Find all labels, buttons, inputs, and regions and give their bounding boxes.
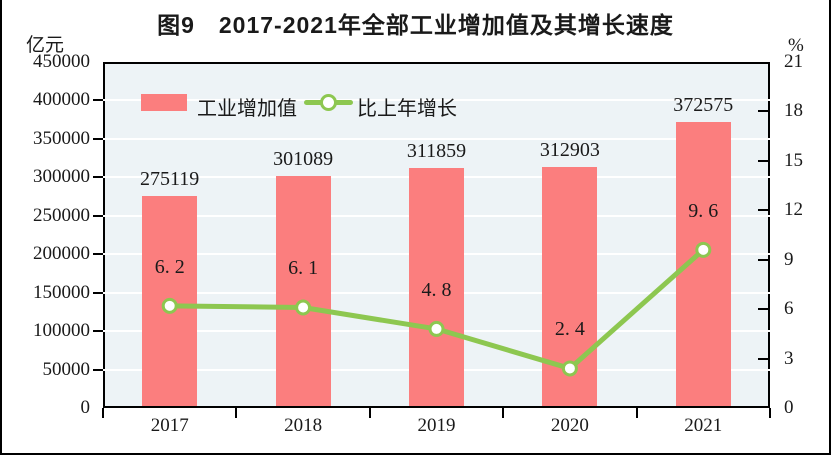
y-left-tick [93,137,103,140]
y-left-tick-label: 300000 [33,166,90,188]
y-left-tick-label: 250000 [33,204,90,226]
x-category-label: 2019 [417,415,456,436]
y-right-tick [758,357,768,360]
page-border-left [0,0,2,455]
x-axis-tick [769,408,771,418]
bar-value-label: 301089 [273,148,334,171]
y-right-tick [758,110,768,113]
growth-value-label: 4. 8 [421,278,452,301]
page-border-right [829,0,831,455]
y-right-tick [758,308,768,311]
y-left-tick-label: 0 [80,397,91,418]
y-left-tick-label: 50000 [42,358,91,380]
x-axis-tick [635,408,638,418]
growth-value-label: 9. 6 [688,199,719,222]
x-axis-tick [368,408,371,418]
growth-value-label: 6. 1 [288,257,319,280]
y-right-tick-label: 12 [784,199,803,221]
y-right-tick-label: 9 [784,248,794,270]
bar-2018 [275,176,331,406]
y-right-tick-label: 6 [784,298,794,320]
y-left-tick-label: 200000 [33,243,90,265]
x-axis-tick [502,408,505,418]
growth-value-label: 6. 2 [154,255,185,278]
y-left-tick [93,214,103,217]
left-axis-unit: 亿元 [26,35,65,56]
bar-value-label: 275119 [140,168,200,191]
bar-2017 [142,196,198,406]
y-right-tick-label: 0 [784,397,794,418]
x-category-label: 2020 [550,415,589,436]
x-axis-tick [235,408,238,418]
y-left-tick [93,291,103,294]
chart-title: 图9 2017-2021年全部工业增加值及其增长速度 [157,12,674,38]
bar-2021 [675,121,731,406]
y-right-tick [758,209,768,212]
x-category-label: 2017 [150,415,189,436]
page-border-bottom [0,453,831,455]
y-left-tick-label: 150000 [33,281,90,303]
gridline [103,137,770,140]
y-left-tick [93,368,103,371]
y-right-tick [758,258,768,261]
y-right-tick-label: 3 [784,347,794,369]
bar-legend-label: 工业增加值 [197,98,297,120]
x-axis-tick [102,408,104,418]
growth-value-label: 2. 4 [554,318,585,341]
bar-2020 [542,167,598,406]
y-left-tick-label: 350000 [33,127,90,149]
y-left-tick [93,176,103,179]
bar-legend-swatch [141,94,187,111]
y-left-tick-label: 100000 [33,320,90,342]
right-axis-unit: % [788,35,804,56]
line-legend-marker-icon [320,94,337,111]
y-left-tick-label: 400000 [33,89,90,111]
line-legend-label: 比上年增长 [357,98,457,120]
y-right-tick-label: 21 [784,51,803,72]
y-left-tick-label: 450000 [33,51,90,72]
y-right-tick-label: 15 [784,149,803,171]
y-left-tick [93,99,103,102]
bar-value-label: 372575 [673,93,734,116]
x-category-label: 2018 [284,415,323,436]
y-right-tick-label: 18 [784,100,803,122]
bar-value-label: 311859 [406,140,467,163]
y-left-tick [93,253,103,256]
x-category-label: 2021 [684,415,723,436]
y-right-tick [758,159,768,162]
bar-value-label: 312903 [539,139,600,162]
y-left-tick [93,330,103,333]
gridline [103,99,770,102]
